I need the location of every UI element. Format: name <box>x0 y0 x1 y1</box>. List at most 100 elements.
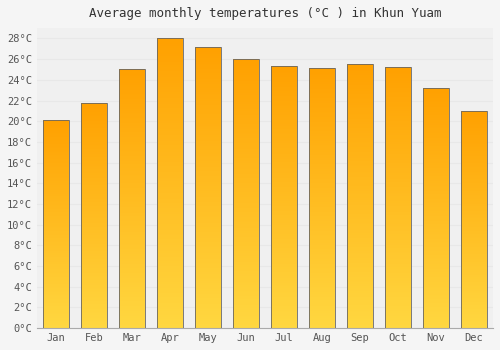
Bar <box>308 250 336 252</box>
Bar <box>118 195 145 197</box>
Bar <box>194 150 221 152</box>
Bar <box>346 210 374 212</box>
Bar <box>118 192 145 194</box>
Bar <box>422 245 450 246</box>
Bar <box>384 245 411 246</box>
Bar <box>156 185 183 187</box>
Bar <box>232 312 259 314</box>
Bar <box>308 269 336 271</box>
Bar <box>308 306 336 307</box>
Bar <box>384 280 411 281</box>
Bar <box>42 264 69 266</box>
Bar <box>308 100 336 101</box>
Bar <box>232 220 259 222</box>
Bar <box>270 91 297 92</box>
Bar <box>194 234 221 236</box>
Bar <box>156 233 183 236</box>
Bar <box>118 178 145 180</box>
Bar <box>308 159 336 160</box>
Bar <box>156 210 183 212</box>
Bar <box>118 75 145 76</box>
Bar <box>156 73 183 75</box>
Bar <box>270 311 297 313</box>
Bar <box>232 102 259 104</box>
Bar <box>346 284 374 286</box>
Bar <box>308 126 336 127</box>
Bar <box>384 203 411 205</box>
Bar <box>80 277 107 279</box>
Bar <box>156 243 183 245</box>
Bar <box>346 216 374 217</box>
Bar <box>42 189 69 191</box>
Bar <box>156 79 183 81</box>
Bar <box>232 147 259 149</box>
Bar <box>42 234 69 235</box>
Bar <box>118 90 145 92</box>
Bar <box>232 276 259 278</box>
Bar <box>232 294 259 296</box>
Bar <box>118 73 145 75</box>
Bar <box>232 88 259 90</box>
Bar <box>42 255 69 256</box>
Bar <box>460 224 487 225</box>
Bar <box>308 152 336 153</box>
Bar <box>308 202 336 203</box>
Bar <box>422 117 450 119</box>
Bar <box>156 193 183 195</box>
Bar <box>80 113 107 114</box>
Bar <box>422 266 450 267</box>
Bar <box>42 126 69 127</box>
Bar <box>460 117 487 118</box>
Bar <box>80 300 107 301</box>
Bar <box>42 273 69 274</box>
Bar <box>80 286 107 288</box>
Bar <box>460 138 487 140</box>
Bar <box>80 200 107 202</box>
Bar <box>156 116 183 118</box>
Bar <box>232 79 259 80</box>
Bar <box>80 292 107 294</box>
Bar <box>156 220 183 222</box>
Bar <box>308 268 336 269</box>
Bar <box>194 64 221 65</box>
Bar <box>118 238 145 240</box>
Bar <box>270 314 297 316</box>
Bar <box>194 60 221 62</box>
Bar <box>346 221 374 223</box>
Bar <box>270 260 297 262</box>
Bar <box>422 155 450 157</box>
Bar <box>194 176 221 178</box>
Bar <box>232 222 259 224</box>
Bar <box>80 285 107 286</box>
Bar <box>460 311 487 312</box>
Bar <box>308 316 336 318</box>
Bar <box>42 176 69 177</box>
Bar <box>156 280 183 282</box>
Bar <box>232 174 259 176</box>
Bar <box>346 321 374 323</box>
Bar <box>118 183 145 185</box>
Bar <box>308 302 336 304</box>
Bar <box>384 180 411 182</box>
Bar <box>232 210 259 212</box>
Bar <box>194 195 221 197</box>
Bar <box>422 96 450 98</box>
Bar <box>270 157 297 159</box>
Bar <box>460 205 487 206</box>
Bar <box>460 237 487 238</box>
Bar <box>80 209 107 211</box>
Bar <box>42 169 69 170</box>
Bar <box>156 60 183 62</box>
Bar <box>118 244 145 245</box>
Bar <box>118 232 145 233</box>
Bar <box>232 314 259 316</box>
Bar <box>42 123 69 124</box>
Bar <box>308 256 336 257</box>
Bar <box>80 295 107 296</box>
Bar <box>118 119 145 121</box>
Bar <box>460 148 487 150</box>
Bar <box>270 297 297 299</box>
Bar <box>270 293 297 295</box>
Bar <box>80 146 107 148</box>
Bar <box>194 131 221 133</box>
